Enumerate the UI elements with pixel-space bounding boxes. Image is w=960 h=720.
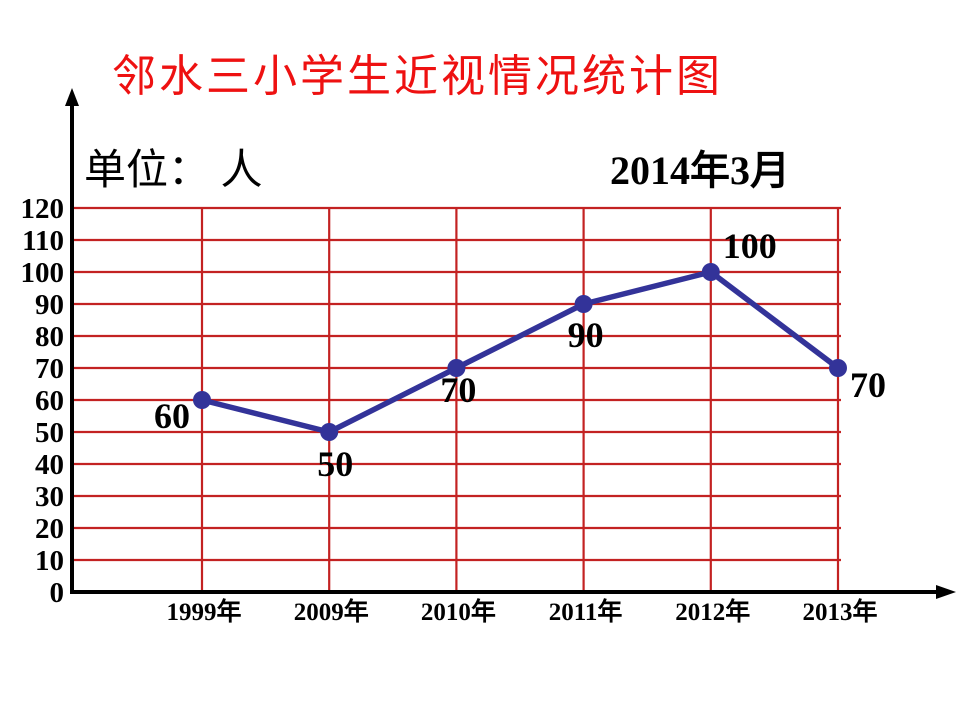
data-point — [574, 295, 593, 313]
data-line — [199, 269, 841, 435]
x-tick-label: 2012年 — [675, 597, 750, 626]
y-tick-label: 0 — [50, 577, 65, 609]
data-point — [701, 263, 720, 281]
data-point — [447, 359, 466, 377]
y-tick-label: 80 — [35, 321, 64, 353]
y-tick-label: 50 — [35, 417, 64, 449]
x-tick-label: 2010年 — [421, 597, 496, 626]
point-value-label: 70 — [850, 365, 886, 405]
x-tick-label: 1999年 — [166, 597, 241, 626]
x-tick-label: 2011年 — [549, 597, 623, 626]
y-tick-label: 10 — [35, 545, 64, 577]
point-value-label: 60 — [154, 396, 190, 436]
y-tick-label: 100 — [21, 257, 65, 289]
chart-title: 邻水三小学生近视情况统计图 — [112, 52, 723, 101]
date-label: 2014年3月 — [610, 148, 790, 193]
point-value-label: 90 — [568, 315, 604, 355]
x-axis-arrow — [936, 585, 956, 599]
y-tick-label: 70 — [35, 353, 64, 385]
y-tick-label: 20 — [35, 513, 64, 545]
y-axis-arrow — [65, 88, 79, 106]
unit-label: 单位： 人 — [84, 148, 263, 194]
y-tick-label: 30 — [35, 481, 64, 513]
y-tick-label: 110 — [22, 225, 64, 257]
point-value-label: 70 — [440, 370, 476, 410]
x-tick-label: 2013年 — [802, 597, 877, 626]
y-tick-label: 120 — [21, 193, 65, 225]
y-tick-label: 60 — [35, 385, 64, 417]
y-tick-label: 90 — [35, 289, 64, 321]
data-point — [193, 391, 211, 409]
point-value-label: 100 — [723, 226, 777, 266]
data-point — [320, 423, 339, 441]
data-point — [829, 359, 847, 377]
x-tick-label: 2009年 — [294, 597, 369, 626]
point-value-label: 50 — [317, 444, 353, 484]
y-tick-label: 40 — [35, 449, 64, 481]
